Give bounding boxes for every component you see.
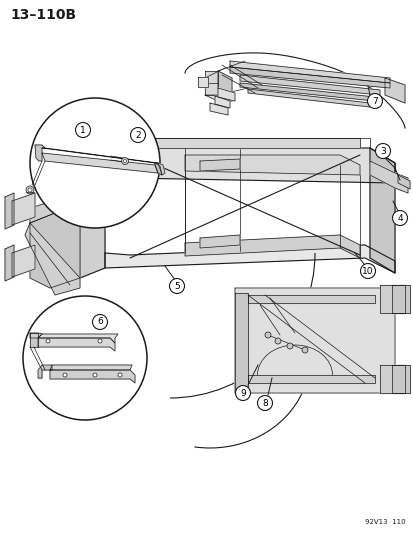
Polygon shape: [5, 245, 14, 281]
Polygon shape: [247, 295, 374, 303]
Circle shape: [92, 314, 107, 329]
Polygon shape: [218, 71, 231, 101]
Polygon shape: [204, 71, 218, 95]
Polygon shape: [379, 285, 404, 313]
Polygon shape: [235, 288, 394, 393]
Text: 10: 10: [361, 266, 373, 276]
Polygon shape: [30, 333, 38, 347]
Polygon shape: [369, 148, 394, 273]
Circle shape: [28, 188, 32, 192]
Polygon shape: [230, 67, 389, 88]
Polygon shape: [247, 89, 369, 107]
Text: 13–110B: 13–110B: [10, 8, 76, 22]
Polygon shape: [240, 75, 379, 95]
Circle shape: [75, 123, 90, 138]
Polygon shape: [197, 77, 207, 87]
Circle shape: [118, 373, 122, 377]
Polygon shape: [35, 145, 45, 161]
Polygon shape: [30, 203, 80, 288]
Circle shape: [264, 332, 271, 338]
Polygon shape: [30, 193, 80, 223]
Polygon shape: [50, 365, 132, 370]
Polygon shape: [5, 193, 14, 229]
Circle shape: [257, 395, 272, 410]
Polygon shape: [235, 293, 247, 390]
Polygon shape: [391, 365, 409, 393]
Circle shape: [63, 373, 67, 377]
Text: 2: 2: [135, 131, 140, 140]
Text: 3: 3: [379, 147, 385, 156]
Text: 5: 5: [174, 281, 179, 290]
Polygon shape: [199, 159, 240, 171]
Polygon shape: [30, 333, 42, 338]
Polygon shape: [209, 103, 228, 115]
Text: 4: 4: [396, 214, 402, 222]
Text: 8: 8: [261, 399, 267, 408]
Polygon shape: [105, 245, 394, 273]
Circle shape: [392, 211, 406, 225]
Polygon shape: [240, 83, 374, 101]
Polygon shape: [12, 245, 35, 277]
Polygon shape: [38, 365, 52, 378]
Polygon shape: [80, 148, 105, 278]
Circle shape: [301, 347, 307, 353]
Polygon shape: [25, 223, 80, 295]
Circle shape: [123, 159, 126, 163]
Circle shape: [23, 296, 147, 420]
Polygon shape: [42, 153, 158, 173]
Polygon shape: [204, 95, 231, 101]
Circle shape: [169, 279, 184, 294]
Polygon shape: [42, 148, 158, 163]
Circle shape: [367, 93, 382, 109]
Circle shape: [235, 385, 250, 400]
Polygon shape: [130, 138, 359, 148]
Polygon shape: [397, 175, 409, 189]
Polygon shape: [105, 148, 394, 183]
Polygon shape: [199, 235, 240, 248]
Circle shape: [46, 339, 50, 343]
Polygon shape: [218, 88, 235, 101]
Text: 9: 9: [240, 389, 245, 398]
Polygon shape: [158, 163, 165, 175]
Polygon shape: [38, 334, 118, 343]
Polygon shape: [185, 155, 359, 175]
Polygon shape: [247, 375, 374, 383]
Text: 1: 1: [80, 125, 85, 134]
Polygon shape: [154, 163, 161, 175]
Circle shape: [274, 338, 280, 344]
Text: 92V13  110: 92V13 110: [365, 519, 405, 525]
Circle shape: [93, 373, 97, 377]
Circle shape: [375, 143, 389, 158]
Polygon shape: [50, 370, 135, 383]
Circle shape: [121, 157, 128, 165]
Circle shape: [360, 263, 375, 279]
Circle shape: [130, 127, 145, 142]
Text: 6: 6: [97, 318, 102, 327]
Circle shape: [286, 343, 292, 349]
Polygon shape: [38, 338, 115, 351]
Polygon shape: [384, 78, 404, 103]
Polygon shape: [369, 161, 407, 193]
Polygon shape: [391, 285, 409, 313]
Circle shape: [30, 98, 159, 228]
Polygon shape: [214, 96, 230, 108]
Circle shape: [98, 339, 102, 343]
Polygon shape: [379, 365, 404, 393]
Polygon shape: [185, 235, 359, 258]
Text: 7: 7: [371, 96, 377, 106]
Polygon shape: [230, 61, 389, 83]
Circle shape: [26, 186, 34, 194]
Polygon shape: [12, 193, 35, 225]
